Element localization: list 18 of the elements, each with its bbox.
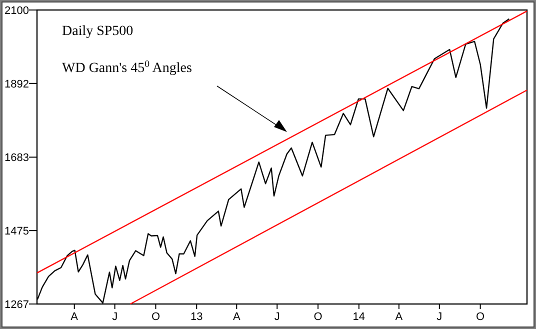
x-tick-label: O — [476, 311, 486, 323]
y-tick-label: 1267 — [4, 299, 29, 311]
y-tick-label: 2100 — [4, 5, 29, 17]
y-tick-label: 1892 — [4, 78, 29, 90]
annotation: Daily SP500 — [62, 24, 134, 39]
x-tick-label: J — [436, 311, 442, 323]
x-tick-label: O — [151, 311, 160, 323]
x-tick-label: A — [232, 311, 241, 323]
x-tick-label: A — [70, 311, 79, 323]
y-tick-label: 1683 — [4, 152, 29, 164]
x-tick-label: J — [112, 311, 118, 323]
x-tick-label: A — [395, 311, 404, 323]
x-tick-label: O — [314, 311, 323, 323]
x-tick-label: 13 — [190, 311, 203, 323]
annotation: WD Gann's 45$^{0}$ Angles — [62, 58, 192, 76]
x-tick-label: 14 — [352, 311, 366, 323]
y-tick-label: 1475 — [4, 226, 29, 238]
x-tick-label: J — [274, 311, 280, 323]
